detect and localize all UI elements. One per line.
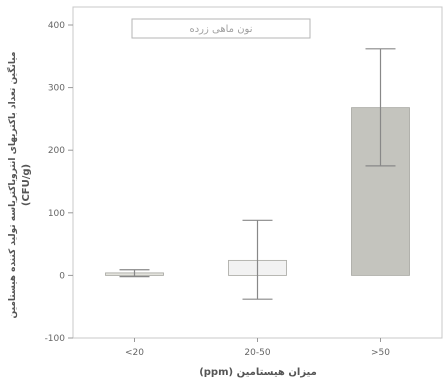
y-axis-label-line2: (CFU/g): [21, 164, 32, 206]
error-bars: [119, 48, 396, 300]
y-tick-label: 300: [48, 84, 65, 94]
y-tick-label: 100: [48, 209, 65, 219]
legend-label: نون ماهی زرده: [189, 24, 252, 35]
y-tick-label: 0: [59, 271, 65, 281]
y-ticks: -100 0 100 200 300 400: [45, 21, 73, 344]
legend-box: [131, 18, 311, 39]
y-tick-label: 200: [48, 146, 65, 156]
y-tick-label: -100: [45, 334, 66, 344]
x-tick-label: <20: [125, 348, 144, 358]
x-tick-label: 20-50: [244, 348, 270, 358]
x-axis-label: میزان هیستامین (ppm): [199, 367, 317, 378]
y-tick-label: 400: [48, 21, 65, 31]
y-axis-label-line1: میانگین تعداد باکتریهای انتروباکتریاسه ت…: [6, 52, 18, 319]
x-tick-label: >50: [371, 348, 390, 358]
x-ticks: <20 20-50 >50: [125, 338, 390, 358]
